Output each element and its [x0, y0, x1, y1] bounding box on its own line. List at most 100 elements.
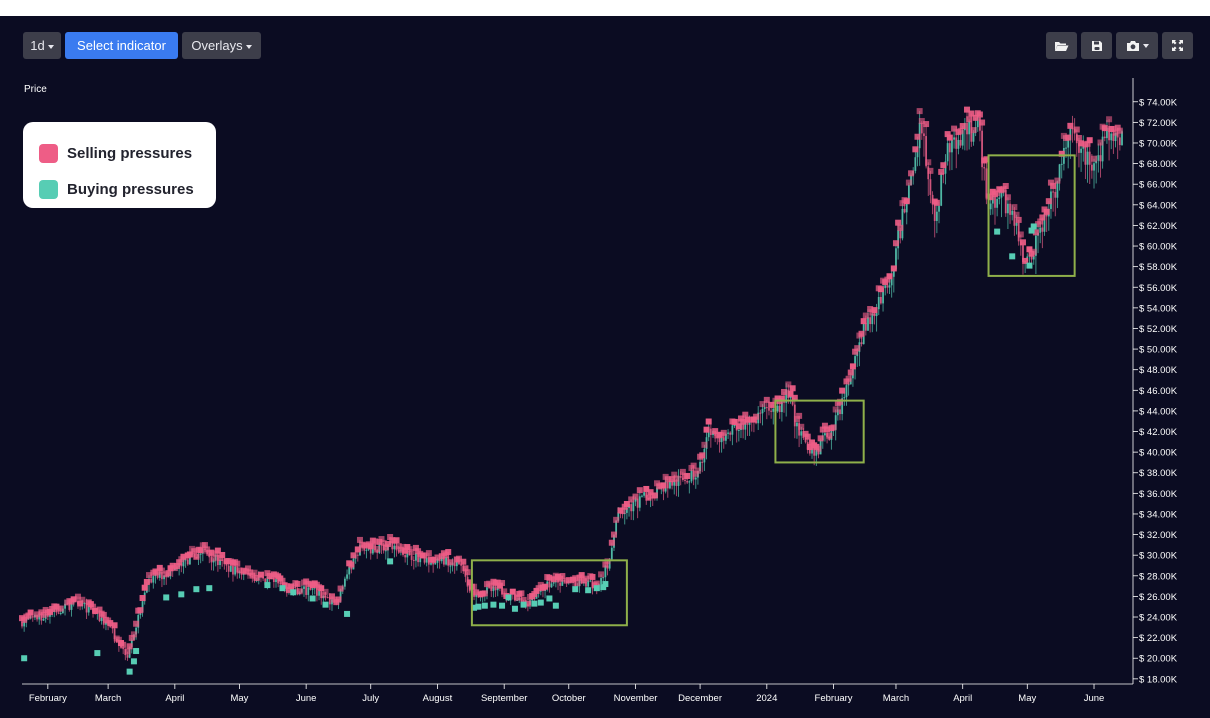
candle-body [219, 559, 221, 566]
selling-marker [742, 411, 749, 418]
fullscreen-button[interactable] [1162, 32, 1193, 59]
selling-marker [781, 388, 788, 395]
selling-marker [938, 168, 945, 175]
selling-marker [994, 189, 1001, 196]
selling-marker [671, 471, 678, 478]
candle-body [966, 122, 968, 135]
selling-marker [759, 401, 766, 408]
candle-body [914, 157, 917, 171]
candle-body [824, 433, 826, 436]
selling-marker [130, 631, 137, 638]
selling-marker [356, 536, 363, 543]
save-button[interactable] [1081, 32, 1112, 59]
candle-body [854, 356, 856, 368]
candle-body [675, 480, 678, 486]
selling-marker [914, 133, 921, 140]
candle-body [772, 408, 775, 412]
selling-marker [421, 552, 428, 559]
selling-marker [288, 583, 295, 590]
selling-marker [613, 516, 620, 523]
selling-marker [1037, 218, 1044, 225]
selling-marker [92, 607, 99, 614]
candle-body [948, 143, 951, 153]
selling-marker [753, 413, 760, 420]
selling-marker [165, 570, 172, 577]
candle-body [1000, 192, 1003, 198]
candle-body [432, 562, 435, 565]
selling-marker [791, 394, 798, 401]
selling-marker [146, 572, 153, 579]
candle-body [636, 498, 639, 508]
selling-marker [793, 416, 800, 423]
candle-body [632, 501, 635, 512]
selling-marker [318, 585, 325, 592]
candle-body [669, 481, 671, 489]
candle-body [559, 582, 562, 586]
selling-marker [669, 476, 676, 483]
candle-body [834, 415, 837, 430]
y-tick-label: $ 54.00K [1139, 303, 1178, 314]
y-tick-label: $ 38.00K [1139, 468, 1178, 479]
selling-marker [408, 549, 415, 556]
candle-body [996, 198, 999, 208]
candle-body [1110, 133, 1113, 141]
candle-body [662, 486, 665, 492]
selling-marker [1015, 216, 1022, 223]
selling-marker [815, 445, 822, 452]
candle-body [718, 437, 721, 443]
selling-marker [279, 577, 286, 584]
candle-body [686, 481, 689, 483]
selling-marker [826, 432, 833, 439]
candle-body [815, 449, 818, 456]
buying-marker [537, 599, 544, 606]
selling-marker [804, 433, 811, 440]
candle-body [778, 405, 781, 413]
selling-marker [501, 588, 508, 595]
candle-body [994, 196, 996, 208]
candle-body [87, 605, 90, 613]
candle-body [199, 553, 202, 555]
selling-marker [443, 552, 450, 559]
open-button[interactable] [1046, 32, 1077, 59]
candle-body [763, 407, 766, 409]
select-indicator-button[interactable]: Select indicator [65, 32, 178, 59]
candle-body [490, 587, 493, 592]
selling-marker [180, 553, 187, 560]
buying-marker [94, 650, 101, 657]
screenshot-dropdown[interactable] [1116, 32, 1158, 59]
candle-body [1013, 210, 1016, 226]
buying-marker [21, 655, 28, 662]
buying-marker [279, 585, 286, 592]
candle-body [880, 296, 882, 304]
candle-body [673, 480, 676, 486]
selling-marker [1043, 208, 1050, 215]
y-tick-label: $ 74.00K [1139, 97, 1178, 108]
price-chart[interactable]: $ 18.00K $ 20.00K $ 22.00K $ 24.00K $ 26.00K… [0, 16, 1210, 718]
candle-body [679, 475, 682, 478]
selling-marker [367, 543, 374, 550]
candle-body [804, 438, 807, 443]
interval-dropdown[interactable]: 1d [23, 32, 61, 59]
selling-marker [204, 546, 211, 553]
candle-body [1118, 137, 1121, 146]
candle-body [1086, 151, 1089, 165]
candle-body [1080, 148, 1082, 153]
candle-body [415, 553, 417, 561]
highlight-box-2 [774, 399, 865, 464]
selling-marker [337, 585, 344, 592]
y-tick-label: $ 60.00K [1139, 242, 1178, 253]
selling-marker [372, 538, 379, 545]
selling-marker [628, 496, 635, 503]
overlays-dropdown[interactable]: Overlays [182, 32, 261, 59]
candle-body [572, 582, 574, 584]
selling-marker [787, 390, 794, 397]
selling-marker [455, 555, 462, 562]
candle-body [785, 389, 788, 403]
candle-body [1034, 235, 1037, 256]
selling-marker [789, 385, 796, 392]
y-tick-label: $ 64.00K [1139, 200, 1178, 211]
selling-marker [847, 369, 854, 376]
candle-body [933, 203, 936, 221]
selling-marker [860, 318, 867, 325]
selling-marker [1073, 126, 1080, 133]
